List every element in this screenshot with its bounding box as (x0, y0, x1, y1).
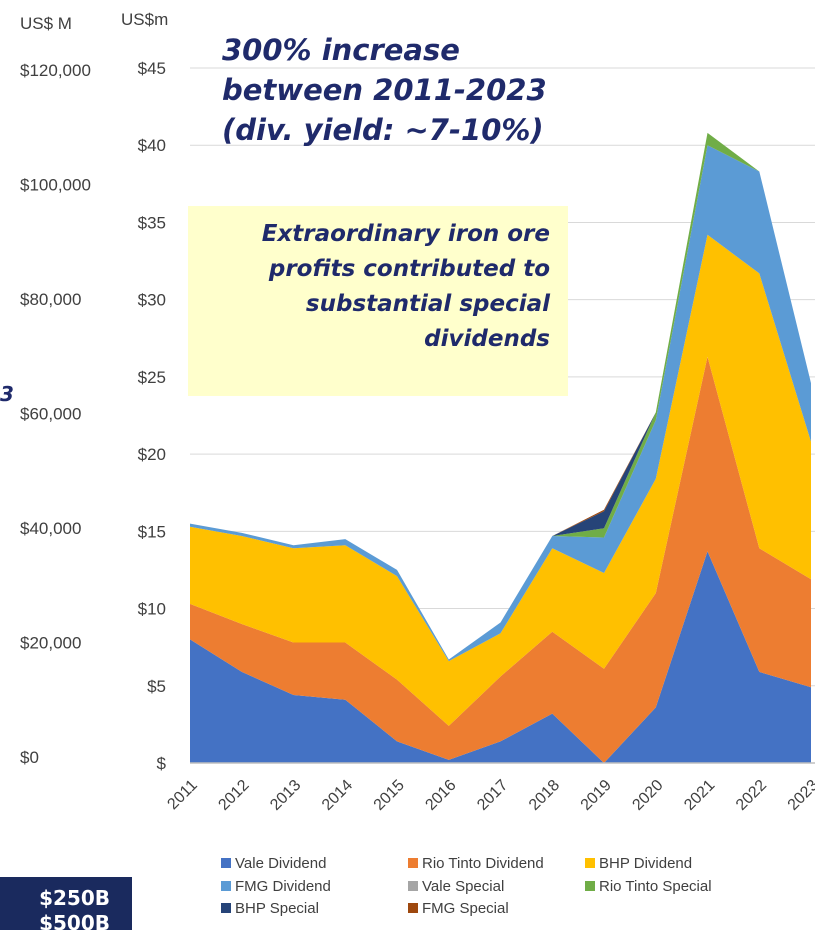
callout-line: profits contributed to (268, 256, 550, 282)
legend-label: Rio Tinto Special (599, 878, 712, 895)
x-tick-label: 2021 (681, 777, 718, 814)
right-tick-label: $15 (138, 522, 166, 541)
legend-label: Rio Tinto Dividend (422, 855, 544, 872)
right-tick-label: $35 (138, 213, 166, 232)
left-tick-label: $20,000 (20, 634, 81, 653)
edge-glyph: 3 (0, 382, 14, 406)
right-axis-ticks: $45 $40 $35 $30 $25 $20 $15 $10 $5 $ (138, 59, 167, 773)
left-tick-label: $40,000 (20, 519, 81, 538)
callout-line: substantial special (305, 291, 550, 317)
x-tick-label: 2016 (422, 777, 459, 814)
right-tick-label: $20 (138, 445, 166, 464)
right-tick-label: $10 (138, 600, 166, 619)
headline-annotation: 300% increase between 2011-2023 (div. yi… (222, 30, 582, 150)
legend-label: FMG Dividend (235, 878, 331, 895)
area-fmg-dividend (190, 145, 811, 662)
legend-swatch (408, 881, 418, 891)
callout-box (188, 206, 568, 396)
callout-annotation: Extraordinary iron ore profits contribut… (198, 217, 550, 357)
right-tick-label: $30 (138, 291, 166, 310)
x-tick-label: 2020 (629, 777, 666, 814)
headline-line: 300% increase (222, 33, 460, 67)
right-tick-label: $40 (138, 136, 166, 155)
left-axis-unit: US$ M (20, 14, 72, 33)
left-tick-label: $120,000 (20, 61, 91, 80)
legend-swatch (585, 881, 595, 891)
area-vale-dividend (190, 551, 811, 763)
x-axis-ticks: 2011 2012 2013 2014 2015 2016 2017 2018 2019 2020… (164, 777, 815, 814)
area-bhp-dividend (190, 234, 811, 726)
x-tick-label: 2018 (526, 777, 563, 814)
left-tick-label: $60,000 (20, 405, 81, 424)
badge-line: $500B (39, 911, 110, 930)
legend-label: FMG Special (422, 900, 509, 917)
callout-line: dividends (424, 326, 550, 352)
right-tick-label: $45 (138, 59, 166, 78)
left-tick-label: $80,000 (20, 290, 81, 309)
legend-label: Vale Dividend (235, 855, 326, 872)
x-tick-label: 2014 (319, 777, 356, 814)
x-tick-label: 2015 (371, 777, 408, 814)
area-rio-tinto-dividend (190, 356, 811, 763)
x-tick-label: 2011 (164, 777, 200, 813)
x-tick-label: 2012 (215, 777, 252, 814)
x-tick-label: 2017 (474, 777, 511, 814)
legend-swatch (221, 903, 231, 913)
legend: Vale Dividend Rio Tinto Dividend BHP Divid… (221, 855, 712, 917)
x-tick-label: 2023 (785, 777, 815, 814)
x-tick-label: 2022 (733, 777, 770, 814)
headline-line: (div. yield: ~7-10%) (222, 113, 544, 147)
callout-line: Extraordinary iron ore (261, 221, 550, 247)
stacked-areas (190, 132, 811, 763)
legend-label: BHP Dividend (599, 855, 692, 872)
legend-label: Vale Special (422, 878, 504, 895)
legend-swatch (221, 858, 231, 868)
headline-line: between 2011-2023 (222, 73, 547, 107)
x-tick-label: 2019 (578, 777, 615, 814)
badge-line: $250B (39, 886, 110, 910)
left-axis-ticks: $120,000 $100,000 $80,000 $60,000 $40,000 $20… (20, 61, 91, 767)
right-axis-unit: US$m (121, 10, 168, 29)
legend-swatch (585, 858, 595, 868)
legend-swatch (408, 858, 418, 868)
legend-label: BHP Special (235, 900, 319, 917)
legend-swatch (408, 903, 418, 913)
legend-swatch (221, 881, 231, 891)
right-tick-label: $ (157, 754, 167, 773)
summary-badge: $250B $500B (0, 877, 132, 930)
left-tick-label: $100,000 (20, 176, 91, 195)
right-tick-label: $5 (147, 677, 166, 696)
left-tick-label: $0 (20, 748, 39, 767)
right-tick-label: $25 (138, 368, 166, 387)
x-tick-label: 2013 (267, 777, 304, 814)
